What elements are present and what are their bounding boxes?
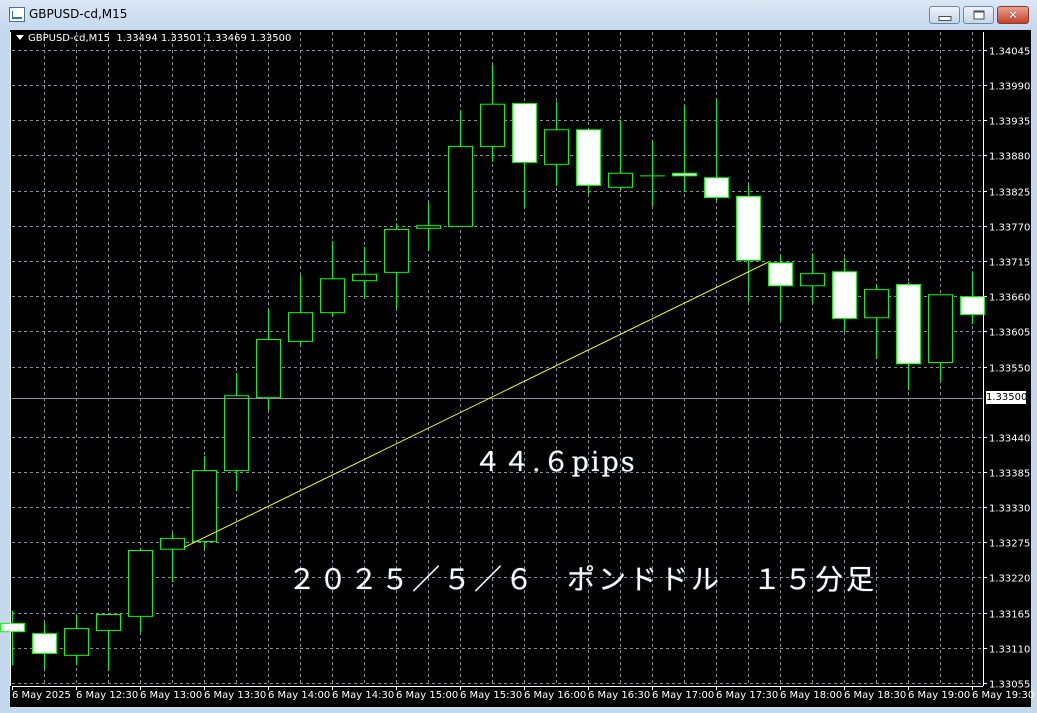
x-tick-label: 6 May 17:30 — [716, 690, 778, 701]
y-tick-label: 1.34045 — [989, 47, 1030, 58]
y-tick-label: 1.33440 — [989, 434, 1030, 445]
y-tick-label: 1.33660 — [989, 293, 1030, 304]
y-tick-label: 1.33990 — [989, 82, 1030, 93]
y-tick-label: 1.33550 — [989, 364, 1030, 375]
info-close: 1.33500 — [250, 33, 292, 44]
candle-bear — [0, 622, 25, 633]
trendline — [183, 261, 769, 548]
y-tick-label: 1.33385 — [989, 469, 1030, 480]
y-tick-label: 1.33770 — [989, 223, 1030, 234]
candle-bull — [384, 229, 409, 273]
candle-bull — [160, 537, 185, 550]
candle-bull — [608, 172, 633, 188]
x-tick-label: 6 May 18:30 — [844, 690, 906, 701]
info-open: 1.33494 — [116, 33, 158, 44]
maximize-icon — [973, 10, 984, 20]
x-tick-label: 6 May 18:00 — [780, 690, 842, 701]
candle-bull — [288, 312, 313, 342]
info-symbol: GBPUSD-cd,M15 — [28, 33, 110, 44]
candle-bull — [224, 395, 249, 472]
x-tick-label: 6 May 14:30 — [332, 690, 394, 701]
y-tick-label: 1.33275 — [989, 539, 1030, 550]
x-tick-label: 6 May 13:00 — [140, 690, 202, 701]
pips-annotation: ４４.６pips — [474, 447, 637, 478]
x-tick-label: 6 May 14:00 — [268, 690, 330, 701]
y-tick-label: 1.33880 — [989, 152, 1030, 163]
candle-bull — [256, 339, 281, 399]
candle-bull — [192, 470, 217, 543]
x-tick-label: 6 May 19:00 — [908, 690, 970, 701]
y-tick-label: 1.33935 — [989, 117, 1030, 128]
x-tick-label: 6 May 16:00 — [524, 690, 586, 701]
y-tick-label: 1.33330 — [989, 504, 1030, 515]
y-tick-label: 1.33715 — [989, 258, 1030, 269]
caption-annotation: ２０２５／５／６ ポンドドル １５分足 — [288, 563, 878, 596]
candle-bear — [32, 633, 57, 654]
candle-bull — [352, 273, 377, 282]
y-tick-label: 1.33220 — [989, 574, 1030, 585]
candle-bull — [320, 278, 345, 314]
candle-bear — [576, 129, 601, 186]
x-tick-label: 6 May 12:30 — [76, 690, 138, 701]
candle-bull — [480, 103, 505, 147]
title-bar: GBPUSD-cd,M15 ✕ — [0, 0, 1037, 29]
x-tick-label: 6 May 17:00 — [652, 690, 714, 701]
candle-bull — [96, 613, 121, 631]
candle-bull — [64, 628, 89, 656]
window-title: GBPUSD-cd,M15 — [29, 7, 128, 21]
candle-bull — [128, 550, 153, 617]
candle-bull — [800, 273, 825, 287]
close-icon: ✕ — [1007, 8, 1019, 22]
candle-bear — [960, 296, 985, 316]
x-tick-label: 6 May 15:00 — [396, 690, 458, 701]
y-tick-label: 1.33055 — [989, 680, 1030, 691]
candle-bear — [768, 262, 793, 287]
candle-bear — [512, 103, 537, 163]
close-button[interactable]: ✕ — [997, 6, 1029, 24]
candle-bull — [544, 129, 569, 165]
minimize-icon — [938, 16, 951, 21]
x-tick-label: 6 May 19:30 — [972, 690, 1034, 701]
candle-bear — [896, 284, 921, 365]
dropdown-triangle-icon[interactable] — [16, 35, 24, 40]
candle-bear — [672, 172, 697, 177]
x-tick-label: 6 May 16:30 — [588, 690, 650, 701]
candle-bear — [832, 271, 857, 319]
info-low: 1.33469 — [205, 33, 247, 44]
candle-bull — [864, 289, 889, 319]
candle-bear — [736, 195, 761, 261]
candle-bear — [704, 177, 729, 199]
x-tick-label: 6 May 15:30 — [460, 690, 522, 701]
candle-bull — [448, 145, 473, 227]
info-high: 1.33501 — [160, 33, 203, 44]
chart-window-icon — [9, 7, 25, 22]
y-tick-label: 1.33165 — [989, 610, 1030, 621]
y-tick-label: 1.33110 — [989, 645, 1030, 656]
candle-bull — [416, 225, 441, 229]
candle-bull — [928, 294, 953, 364]
y-tick-label: 1.33825 — [989, 188, 1030, 199]
minimize-button[interactable] — [929, 6, 960, 24]
current-price-label: 1.33500 — [986, 391, 1028, 404]
x-tick-label: 6 May 2025 — [12, 690, 71, 701]
chart-info-line: GBPUSD-cd,M15 1.33494 1.33501 1.33469 1.… — [16, 33, 291, 44]
y-tick-label: 1.33605 — [989, 328, 1030, 339]
maximize-button[interactable] — [963, 6, 994, 24]
x-tick-label: 6 May 13:30 — [204, 690, 266, 701]
